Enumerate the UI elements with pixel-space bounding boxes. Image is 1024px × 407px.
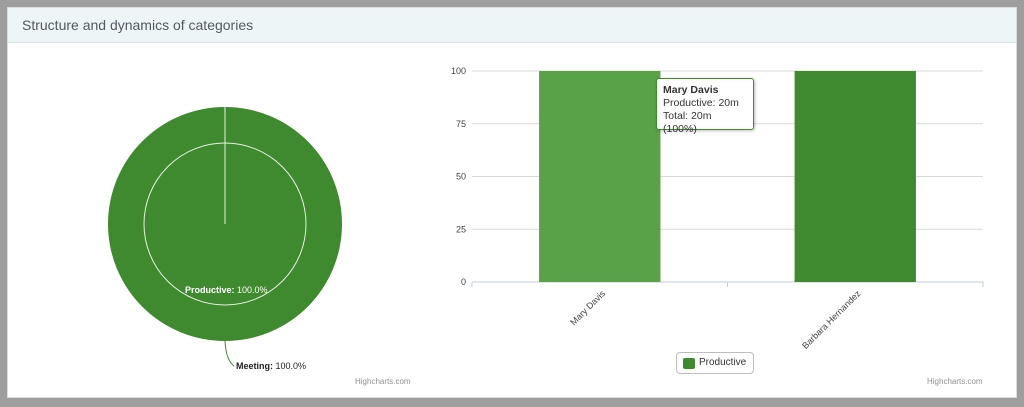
bar-barbara-hernandez[interactable]: [794, 71, 916, 282]
y-tick-label: 0: [461, 277, 466, 287]
x-category-label: Mary Davis: [568, 288, 607, 327]
panel-header: Structure and dynamics of categories: [8, 8, 1016, 43]
tooltip-line-1: Productive: 20m: [663, 97, 739, 109]
y-tick-label: 50: [456, 172, 466, 182]
panel-title: Structure and dynamics of categories: [22, 17, 254, 33]
x-category-label: Barbara Hernandez: [800, 288, 863, 351]
bar-mary-davis[interactable]: [539, 71, 661, 282]
y-tick-label: 75: [456, 119, 466, 129]
y-tick-label: 25: [456, 224, 466, 234]
legend-label: Productive: [699, 357, 747, 368]
bar-series: [539, 71, 916, 282]
pie-credit-link[interactable]: Highcharts.com: [355, 377, 411, 386]
bar-x-labels: Mary Davis Barbara Hernandez: [471, 282, 984, 351]
y-tick-label: 100: [451, 66, 466, 76]
legend-swatch: [683, 358, 695, 369]
bar-tooltip: Mary Davis Productive: 20m Total: 20m (1…: [656, 78, 754, 135]
bar-credit-link[interactable]: Highcharts.com: [927, 377, 983, 386]
tooltip-line-2: Total: 20m (100%): [663, 110, 712, 135]
legend[interactable]: Productive: [676, 352, 754, 374]
tooltip-name: Mary Davis: [663, 84, 719, 96]
